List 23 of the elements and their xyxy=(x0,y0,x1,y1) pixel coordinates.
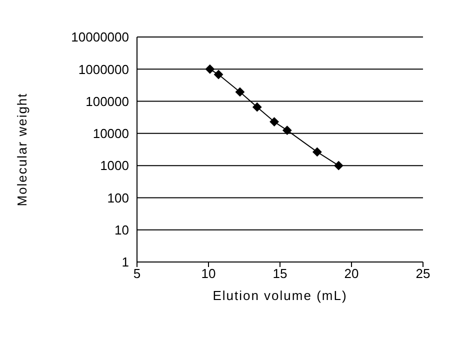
y-tick-label: 10000 xyxy=(92,126,129,142)
y-tick-label: 100000 xyxy=(86,94,129,109)
x-tick-label: 15 xyxy=(272,266,288,282)
point xyxy=(334,161,344,170)
y-tick-label: 1000 xyxy=(100,158,129,174)
point xyxy=(270,117,279,126)
y-tick-label: 1000000 xyxy=(78,62,129,77)
y-tick-label: 100 xyxy=(107,190,129,206)
x-tick-label: 10 xyxy=(201,266,216,282)
y-tick-label: 1 xyxy=(122,254,129,270)
y-tick-label: 10 xyxy=(114,222,129,238)
point xyxy=(282,126,292,135)
point xyxy=(235,87,244,96)
point xyxy=(214,70,224,80)
x-tick-label: 20 xyxy=(344,266,359,282)
x-tick-label: 5 xyxy=(133,266,141,282)
point xyxy=(252,102,262,112)
x-axis-title: Elution volume (mL) xyxy=(212,288,348,303)
y-axis-title: Molecular weight xyxy=(14,92,30,206)
point xyxy=(205,64,214,74)
x-tick-label: 25 xyxy=(416,266,430,282)
y-tick-label: 10000000 xyxy=(71,30,129,45)
point xyxy=(312,147,322,156)
